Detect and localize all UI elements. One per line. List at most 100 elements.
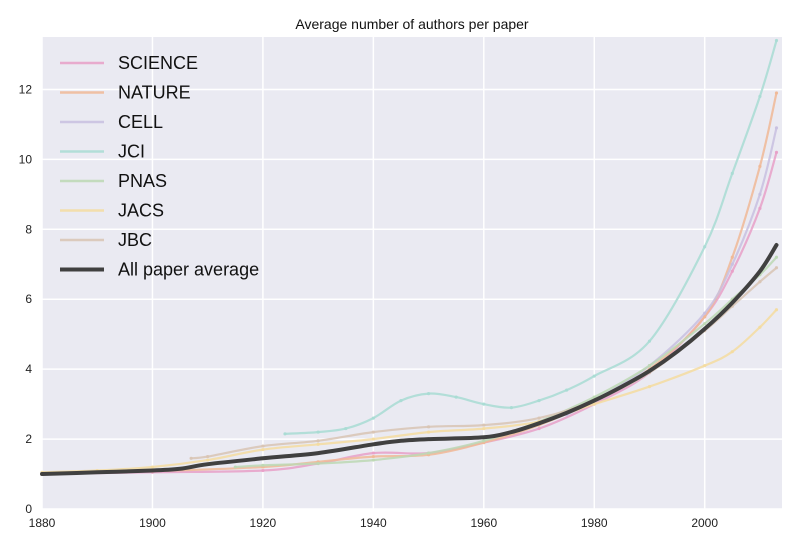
data-point-jacs: [774, 308, 779, 312]
y-tick-label: 8: [25, 222, 32, 236]
data-point-jacs: [316, 442, 320, 446]
legend-item-pnas: PNAS: [60, 171, 167, 191]
series-line-jacs: [40, 308, 778, 474]
data-point-cell: [703, 311, 707, 315]
tick-labels: 1880 1900 1920 1940 1960 1980 2000 0 2 4 6 8 10 12: [19, 82, 719, 530]
data-point-cell: [730, 262, 734, 266]
x-tick-label: 1960: [470, 516, 497, 530]
data-point-jci: [565, 388, 569, 392]
legend-label: JCI: [118, 142, 145, 162]
data-point-pnas: [233, 465, 237, 469]
data-point-pnas: [316, 461, 320, 466]
data-point-jci: [316, 430, 320, 434]
plot-background: [42, 37, 782, 509]
data-point-jacs: [592, 402, 596, 406]
data-point-jci: [730, 171, 734, 175]
data-point-science: [758, 206, 762, 210]
data-point-cell: [758, 192, 762, 196]
data-point-jci: [283, 432, 287, 436]
legend-item-cell: CELL: [60, 112, 163, 132]
y-tick-label: 10: [19, 152, 33, 166]
data-point-jacs: [206, 458, 210, 462]
x-tick-label: 1900: [139, 516, 166, 530]
data-point-pnas: [647, 364, 652, 368]
y-tick-label: 6: [25, 292, 32, 306]
data-point-pnas: [371, 458, 375, 462]
data-point-jbc: [426, 425, 431, 429]
data-point-pnas: [261, 463, 265, 467]
data-point-cell: [774, 126, 779, 130]
legend-item-all-paper-average: All paper average: [60, 260, 259, 280]
data-point-nature: [730, 255, 734, 259]
legend-item-nature: NATURE: [60, 83, 191, 103]
legend-label: JACS: [118, 201, 164, 221]
legend-item-jci: JCI: [60, 142, 145, 162]
data-point-science: [371, 451, 375, 455]
data-point-jci: [344, 426, 348, 431]
data-point-science: [730, 269, 734, 273]
data-point-jci: [703, 245, 707, 249]
series-line-jbc: [190, 266, 778, 460]
data-point-jbc: [774, 266, 779, 270]
data-point-jbc: [261, 444, 265, 448]
data-point-jci: [774, 38, 779, 43]
legend-item-jacs: JACS: [60, 201, 164, 221]
data-point-pnas: [703, 322, 707, 326]
gridlines: [41, 37, 782, 510]
legend-label: CELL: [118, 112, 163, 132]
series-lines: [40, 38, 779, 476]
data-point-jci: [482, 402, 486, 406]
data-point-jacs: [730, 350, 734, 354]
data-point-jci: [537, 399, 541, 403]
data-point-jbc: [371, 430, 375, 434]
y-tick-label: 12: [19, 82, 33, 96]
data-point-pnas: [774, 255, 779, 259]
legend-label: NATURE: [118, 83, 191, 103]
data-point-nature: [758, 164, 762, 168]
data-point-jacs: [758, 325, 762, 329]
data-point-nature: [774, 91, 779, 95]
legend-label: All paper average: [118, 260, 259, 280]
data-point-jacs: [426, 430, 431, 434]
data-point-jci: [426, 392, 431, 396]
data-point-jbc: [758, 280, 762, 284]
x-tick-label: 1940: [360, 516, 387, 530]
data-point-jacs: [261, 447, 265, 452]
data-point-jbc: [206, 454, 210, 459]
chart-title: Average number of authors per paper: [295, 16, 529, 32]
data-point-jci: [647, 339, 652, 343]
data-point-science: [261, 468, 265, 473]
legend-label: SCIENCE: [118, 53, 198, 73]
data-point-pnas: [482, 439, 486, 443]
data-point-jci: [399, 399, 403, 403]
data-point-pnas: [426, 451, 431, 455]
data-point-jci: [454, 395, 458, 399]
data-point-jacs: [371, 437, 375, 441]
data-point-science: [537, 426, 541, 431]
data-point-science: [774, 150, 779, 154]
legend-label: PNAS: [118, 171, 167, 191]
x-tick-label: 1880: [29, 516, 56, 530]
data-point-jacs: [150, 465, 155, 469]
data-point-jbc: [189, 456, 193, 460]
series-line-jci: [283, 39, 778, 435]
data-point-jci: [509, 406, 514, 410]
data-point-pnas: [592, 395, 596, 399]
data-point-jbc: [537, 416, 541, 420]
data-point-nature: [371, 454, 375, 459]
legend: SCIENCE NATURE CELL JCI PNAS JACS JBC All paper…: [60, 53, 259, 280]
data-point-jbc: [316, 439, 320, 443]
data-point-jacs: [482, 426, 486, 431]
x-tick-label: 2000: [691, 516, 718, 530]
legend-item-science: SCIENCE: [60, 53, 198, 73]
y-tick-label: 0: [25, 502, 32, 516]
y-tick-label: 4: [25, 362, 32, 376]
series-line-all-paper-average: [40, 243, 779, 476]
y-tick-label: 2: [25, 432, 32, 446]
data-point-jbc: [482, 423, 486, 427]
legend-item-jbc: JBC: [60, 230, 152, 250]
data-point-jci: [592, 374, 596, 378]
data-point-jci: [371, 416, 375, 420]
x-tick-label: 1980: [581, 516, 608, 530]
data-point-jacs: [703, 364, 707, 368]
